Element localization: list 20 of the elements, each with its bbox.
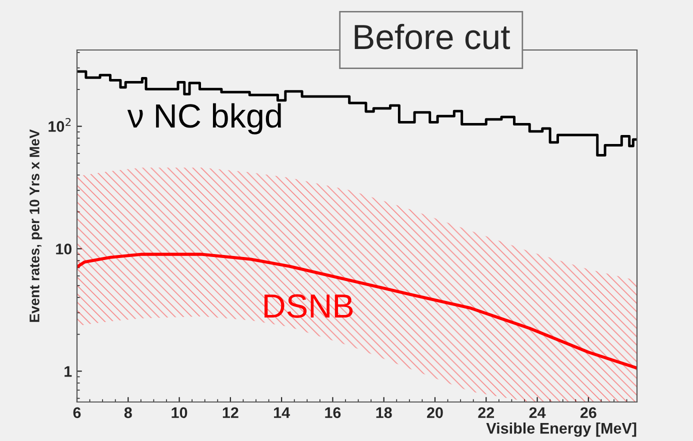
- x-tick-label: 6: [73, 407, 81, 418]
- series-label: ν NC bkgd: [127, 103, 281, 134]
- x-tick-label: 8: [124, 407, 132, 418]
- x-tick-label: 22: [478, 407, 494, 418]
- x-tick-label: 12: [222, 407, 238, 418]
- x-tick-label: 18: [376, 407, 392, 418]
- line-series: [77, 252, 637, 370]
- y-tick-label: 10$^{2}$: [48, 118, 71, 132]
- x-tick-label: 20: [427, 407, 443, 418]
- y-tick-label: 1: [64, 366, 72, 377]
- x-tick-label: 14: [274, 407, 290, 418]
- x-tick-label: 10: [172, 407, 188, 418]
- chart-title: Before cut: [354, 24, 510, 50]
- y-axis-title: Event rates, per 10 Yrs x MeV: [30, 129, 42, 322]
- x-axis-title: Visible Energy [MeV]: [486, 422, 636, 437]
- y-tick-label: 10: [56, 244, 72, 254]
- x-tick-label: 26: [580, 407, 596, 418]
- x-tick-label: 24: [529, 407, 546, 418]
- x-tick-label: 16: [325, 407, 341, 418]
- series-label: DSNB: [264, 294, 353, 318]
